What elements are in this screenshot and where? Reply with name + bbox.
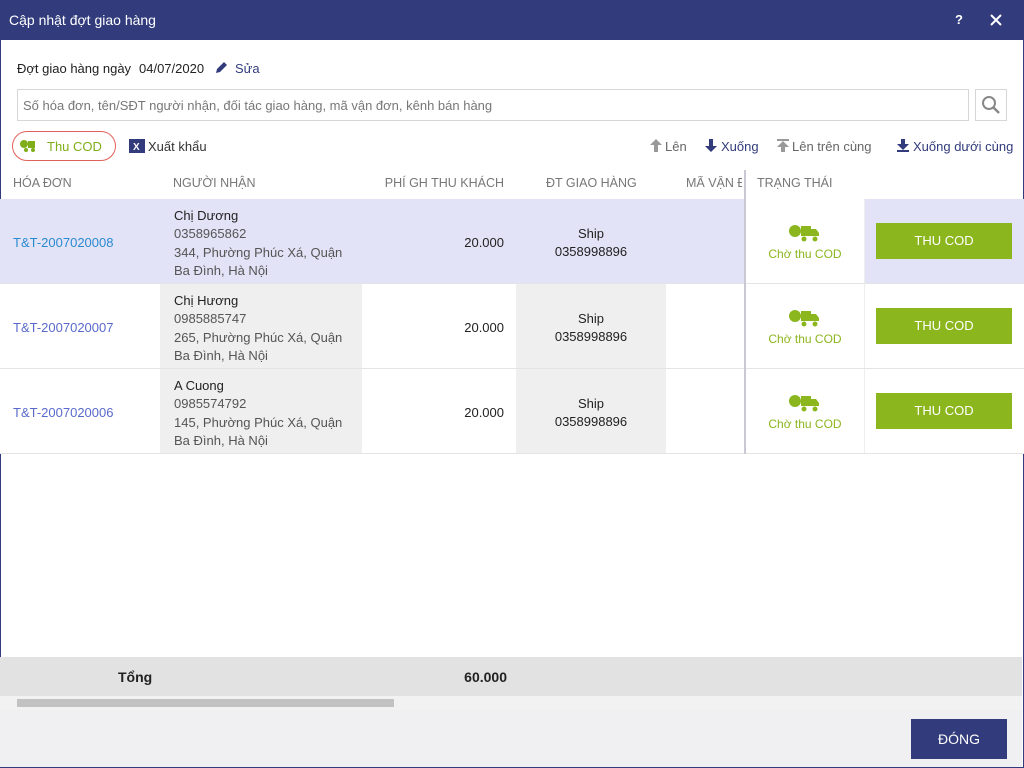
scroll-thumb[interactable] — [17, 699, 394, 707]
recipient-name: A Cuong — [174, 378, 224, 393]
status-label: Chờ thu COD — [768, 332, 842, 346]
partner-name: Ship — [577, 226, 605, 241]
export-button[interactable]: Xuất khẩu — [148, 139, 207, 154]
shipping-fee: 20.000 — [464, 405, 504, 420]
dialog-footer — [0, 710, 1022, 767]
up-button[interactable]: Lên — [665, 139, 687, 154]
total-label: Tổng — [118, 669, 153, 685]
recipient-name: Chị Dương — [174, 208, 239, 223]
shipping-fee: 20.000 — [464, 320, 504, 335]
excel-icon: X — [129, 139, 145, 153]
collect-cod-button[interactable]: Thu COD — [12, 131, 116, 161]
shipping-fee: 20.000 — [464, 235, 504, 250]
recipient-address: 265, Phường Phúc Xá, Quận Ba Đình, Hà Nộ… — [174, 330, 343, 363]
close-button[interactable]: ĐÓNG — [911, 719, 1007, 759]
collect-cod-row-button[interactable]: THU COD — [876, 393, 1012, 429]
recipient-phone: 0358965862 — [174, 226, 247, 241]
recipient-cell: Chị Dương 0358965862 344, Phường Phúc Xá, … — [160, 199, 362, 283]
edit-icon[interactable] — [214, 60, 229, 75]
partner-name: Ship — [577, 396, 605, 411]
column-header: PHÍ GH THU KHÁCH — [384, 176, 504, 190]
partner-phone: 0358998896 — [554, 244, 628, 259]
title-bar: Cập nhật đợt giao hàng ? — [0, 0, 1024, 40]
invoice-link[interactable]: T&T-2007020006 — [13, 405, 114, 420]
recipient-cell: A Cuong 0985574792 145, Phường Phúc Xá, Qu… — [160, 369, 362, 453]
batch-label: Đợt giao hàng ngày — [17, 61, 132, 76]
table-row[interactable]: T&T-2007020006 A Cuong 0985574792 145, Phườ… — [0, 369, 1024, 454]
collect-cod-row-button[interactable]: THU COD — [876, 223, 1012, 259]
status-cell: Chờ thu COD — [746, 284, 865, 368]
collect-cod-label: Thu COD — [47, 139, 102, 154]
total-value: 60.000 — [464, 669, 507, 685]
partner-cell: Ship 0358998896 — [516, 284, 666, 368]
truck-icon — [789, 395, 819, 412]
window-title: Cập nhật đợt giao hàng — [9, 12, 156, 28]
column-header: ĐT GIAO HÀNG — [546, 176, 637, 190]
invoice-link[interactable]: T&T-2007020008 — [13, 235, 114, 250]
status-label: Chờ thu COD — [768, 417, 842, 431]
horizontal-scrollbar[interactable] — [0, 696, 1022, 710]
partner-name: Ship — [577, 311, 605, 326]
help-button[interactable]: ? — [955, 12, 963, 27]
bottom-button[interactable]: Xuống dưới cùng — [913, 139, 1014, 154]
down-button[interactable]: Xuống — [721, 139, 759, 154]
edit-link[interactable]: Sửa — [235, 61, 260, 76]
truck-icon — [789, 310, 819, 327]
status-cell: Chờ thu COD — [746, 369, 865, 453]
recipient-cell: Chị Hương 0985885747 265, Phường Phúc Xá, … — [160, 284, 362, 368]
partner-cell: Ship 0358998896 — [516, 199, 666, 283]
truck-icon — [789, 225, 819, 242]
search-input[interactable]: Số hóa đơn, tên/SĐT người nhận, đối tác … — [17, 89, 969, 121]
up-icon — [650, 139, 662, 152]
recipient-name: Chị Hương — [174, 293, 239, 308]
column-divider — [744, 170, 746, 454]
svg-text:X: X — [133, 142, 140, 153]
status-cell: Chờ thu COD — [746, 199, 865, 283]
column-header: HÓA ĐƠN — [13, 176, 72, 190]
search-button[interactable] — [975, 89, 1007, 121]
table-row[interactable]: T&T-2007020007 Chị Hương 0985885747 265, Ph… — [0, 284, 1024, 369]
collect-cod-row-button[interactable]: THU COD — [876, 308, 1012, 344]
recipient-address: 145, Phường Phúc Xá, Quận Ba Đình, Hà Nộ… — [174, 415, 343, 448]
column-header: TRẠNG THÁI — [757, 176, 833, 190]
top-icon — [777, 139, 789, 152]
invoice-link[interactable]: T&T-2007020007 — [13, 320, 114, 335]
recipient-phone: 0985574792 — [174, 396, 247, 411]
partner-phone: 0358998896 — [554, 329, 628, 344]
recipient-phone: 0985885747 — [174, 311, 247, 326]
bottom-icon — [897, 139, 909, 152]
column-header: MÃ VẬN Đ — [686, 176, 742, 190]
total-row: Tổng 60.000 — [0, 657, 1022, 696]
batch-date: 04/07/2020 — [139, 61, 205, 76]
recipient-address: 344, Phường Phúc Xá, Quận Ba Đình, Hà Nộ… — [174, 245, 343, 278]
close-icon[interactable] — [990, 14, 1002, 26]
table-row[interactable]: T&T-2007020008 Chị Dương 0358965862 344, Ph… — [0, 199, 1024, 284]
column-header: NGƯỜI NHẬN — [173, 176, 256, 190]
status-label: Chờ thu COD — [768, 247, 842, 261]
down-icon — [705, 139, 717, 152]
partner-phone: 0358998896 — [554, 414, 628, 429]
top-button[interactable]: Lên trên cùng — [792, 139, 872, 154]
partner-cell: Ship 0358998896 — [516, 369, 666, 453]
